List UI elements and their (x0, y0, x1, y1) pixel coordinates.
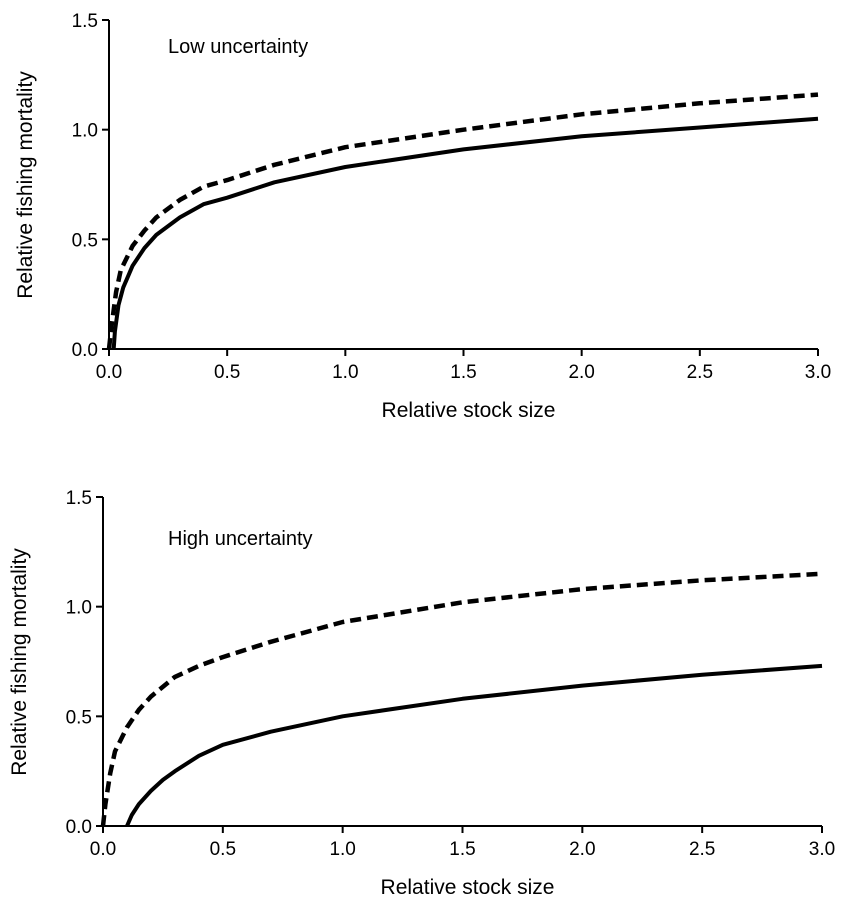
y-tick-label: 0.5 (72, 230, 98, 251)
chart-panel-1: 0.0 0.5 1.0 1.5 2.0 2.5 3.0 0.0 0.5 1.0 1.5 Relativ… (14, 11, 831, 422)
x-tick-label: 1.5 (450, 362, 476, 383)
panel-title: High uncertainty (168, 528, 313, 550)
x-axis-title: Relative stock size (382, 399, 556, 422)
chart-panel-2: 0.0 0.5 1.0 1.5 2.0 2.5 3.0 0.0 0.5 1.0 1.5 Relativ… (8, 488, 835, 899)
x-tick-label: 0.5 (210, 839, 236, 860)
series-dashed-line (106, 92, 819, 350)
x-tick-label: 1.0 (329, 839, 355, 860)
x-tick-label: 3.0 (809, 839, 835, 860)
y-axis-title: Relative fishing mortality (8, 548, 31, 776)
y-tick-label: 0.0 (66, 817, 92, 838)
y-tick-label: 1.0 (72, 121, 98, 142)
x-tick-label: 2.5 (689, 839, 715, 860)
y-axis-title: Relative fishing mortality (14, 71, 37, 299)
x-tick-label: 0.0 (96, 362, 122, 383)
series-dashed-line (100, 571, 823, 827)
x-tick-label: 3.0 (805, 362, 831, 383)
x-tick-label: 1.0 (332, 362, 358, 383)
x-tick-label: 2.0 (568, 362, 594, 383)
x-tick-label: 0.5 (214, 362, 240, 383)
series-solid-line (111, 116, 819, 350)
x-tick-label: 1.5 (449, 839, 475, 860)
y-tick-label: 1.0 (66, 598, 92, 619)
y-tick-label: 1.5 (66, 488, 92, 509)
series-solid-line (125, 663, 823, 827)
y-tick-label: 0.5 (66, 707, 92, 728)
x-tick-label: 2.5 (687, 362, 713, 383)
x-axis-title: Relative stock size (381, 876, 555, 899)
x-tick-label: 0.0 (90, 839, 116, 860)
x-tick-label: 2.0 (569, 839, 595, 860)
panel-title: Low uncertainty (168, 36, 308, 58)
y-tick-label: 1.5 (72, 11, 98, 32)
y-tick-label: 0.0 (72, 340, 98, 361)
